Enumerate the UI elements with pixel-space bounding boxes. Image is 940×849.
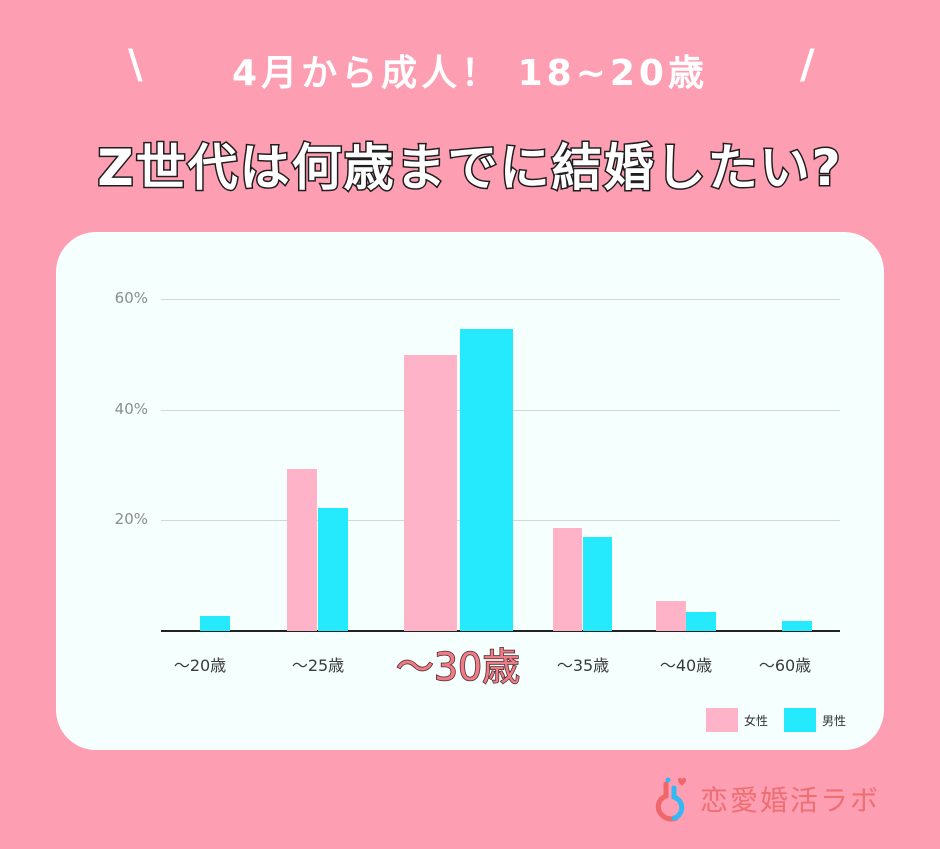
bar-female xyxy=(404,354,457,631)
x-tick-label: ～25歳 xyxy=(291,656,345,675)
x-tick-label: ～40歳 xyxy=(659,656,713,675)
flask-heart-icon xyxy=(655,777,686,822)
bar-male xyxy=(460,328,513,631)
y-tick-label: 60% xyxy=(114,289,148,307)
legend-swatch-male xyxy=(784,708,817,732)
bar-male xyxy=(318,508,348,631)
brand-name: 恋愛婚活ラボ xyxy=(700,784,881,817)
brand-logo: 恋愛婚活ラボ xyxy=(652,776,880,822)
legend-swatch-female xyxy=(706,708,738,732)
x-tick-label: ～20歳 xyxy=(173,656,227,675)
y-tick-label: 40% xyxy=(114,399,148,418)
x-label-highlighted: ～30歳 xyxy=(395,644,521,690)
legend: 女性 男性 xyxy=(706,708,846,732)
page-title: Z世代は何歳までに結婚したい? xyxy=(96,138,843,199)
legend-label-female: 女性 xyxy=(744,713,769,728)
bar-male xyxy=(686,612,716,631)
decor-slash-right: / xyxy=(800,42,815,88)
bar-female xyxy=(656,601,686,631)
x-axis xyxy=(161,630,840,632)
bar-male xyxy=(583,536,612,631)
bar-male xyxy=(200,616,230,631)
subtitle: 4月から成人！ 18~20歳 xyxy=(232,53,708,94)
bar-female xyxy=(553,528,582,631)
decor-slash-left: \ xyxy=(128,42,143,88)
gridline xyxy=(161,299,840,300)
x-tick-label: ～35歳 xyxy=(556,656,610,675)
x-tick-label: ～60歳 xyxy=(758,656,812,675)
bar-female xyxy=(287,468,317,631)
bar-male xyxy=(782,621,812,631)
legend-label-male: 男性 xyxy=(822,713,847,728)
y-tick-label: 20% xyxy=(114,510,148,529)
